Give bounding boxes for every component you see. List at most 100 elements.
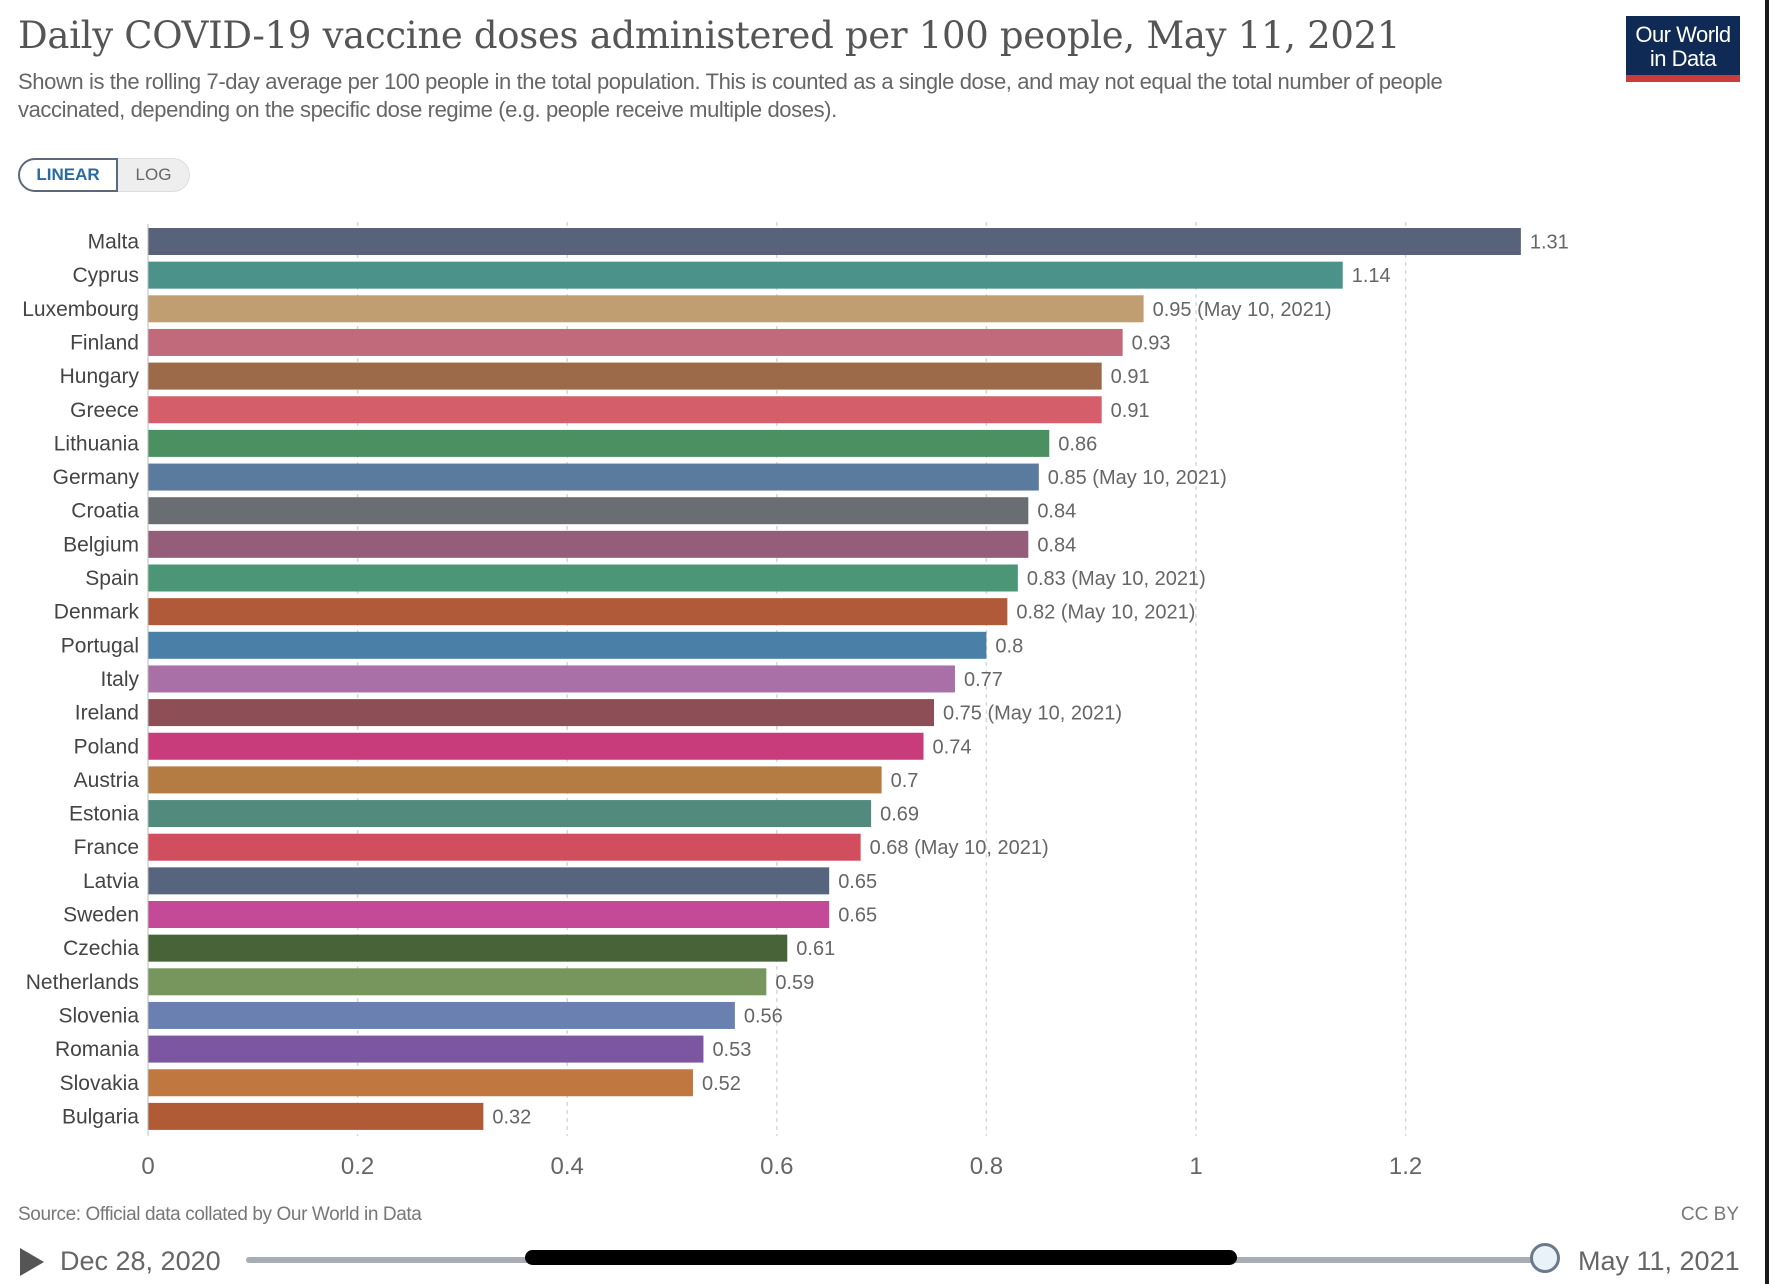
bar[interactable] — [148, 968, 767, 996]
license-link[interactable]: CC BY — [1680, 1204, 1739, 1225]
bar-category-label: Bulgaria — [62, 1105, 139, 1128]
bar-category-label: France — [74, 836, 139, 859]
bar-category-label: Malta — [88, 231, 140, 254]
timeline-handle[interactable] — [1530, 1243, 1560, 1273]
bar[interactable] — [148, 530, 1029, 558]
bar-category-label: Latvia — [83, 870, 139, 893]
bar-category-label: Luxembourg — [22, 298, 139, 321]
bar[interactable] — [148, 261, 1343, 289]
bar-category-label: Cyprus — [72, 264, 139, 287]
bar[interactable] — [148, 867, 830, 895]
bar[interactable] — [148, 328, 1123, 356]
bar-category-label: Estonia — [69, 803, 139, 826]
bar-value-label: 0.83 (May 10, 2021) — [1027, 568, 1206, 590]
bar-value-label: 1.31 — [1530, 232, 1569, 254]
bar[interactable] — [148, 463, 1039, 491]
bar-value-label: 0.75 (May 10, 2021) — [943, 703, 1122, 725]
bar-category-label: Greece — [70, 399, 139, 422]
screen-edge — [1765, 0, 1769, 1284]
bar-value-label: 0.74 — [933, 736, 972, 758]
scale-toggle: LINEAR LOG — [18, 158, 190, 192]
x-tick-label: 0 — [141, 1153, 154, 1180]
bar-category-label: Lithuania — [54, 432, 140, 455]
bar-category-label: Czechia — [63, 937, 139, 960]
chart-subtitle: Shown is the rolling 7-day average per 1… — [18, 69, 1443, 122]
source-note[interactable]: Source: Official data collated by Our Wo… — [18, 1204, 422, 1225]
bar-value-label: 0.84 — [1037, 501, 1076, 523]
bar-value-label: 0.77 — [964, 669, 1003, 691]
bar-category-label: Slovakia — [60, 1072, 140, 1095]
logo-line-1: Our World — [1635, 22, 1731, 47]
bar-value-label: 0.68 (May 10, 2021) — [870, 837, 1049, 859]
bar[interactable] — [148, 934, 788, 962]
bar-value-label: 0.8 — [995, 635, 1023, 657]
bar[interactable] — [148, 732, 924, 760]
bar[interactable] — [148, 362, 1102, 390]
bar-value-label: 0.95 (May 10, 2021) — [1153, 299, 1332, 321]
bar-value-label: 0.91 — [1111, 366, 1150, 388]
bars: Malta 1.31 Cyprus 1.14 Luxembourg 0.95 (May 1… — [22, 228, 1569, 1130]
bar[interactable] — [148, 598, 1008, 626]
bar[interactable] — [148, 1069, 693, 1097]
logo-line-2: in Data — [1649, 46, 1717, 71]
bar-value-label: 1.14 — [1352, 265, 1391, 287]
bar[interactable] — [148, 833, 861, 861]
bar-category-label: Spain — [85, 567, 139, 590]
bar-value-label: 0.86 — [1058, 433, 1097, 455]
bar-category-label: Hungary — [60, 365, 140, 388]
bar[interactable] — [148, 800, 872, 828]
bar-value-label: 0.91 — [1111, 400, 1150, 422]
bar-category-label: Denmark — [54, 601, 140, 624]
play-icon[interactable] — [20, 1248, 44, 1276]
bar-value-label: 0.65 — [838, 905, 877, 927]
bar-value-label: 0.61 — [796, 938, 835, 960]
bar-category-label: Belgium — [63, 533, 139, 556]
screen-overlay-bar — [525, 1250, 1237, 1265]
bar-value-label: 0.7 — [891, 770, 919, 792]
bar-category-label: Poland — [74, 735, 139, 758]
bar-value-label: 0.52 — [702, 1073, 741, 1095]
bar-category-label: Netherlands — [26, 971, 139, 994]
bar[interactable] — [148, 1001, 735, 1029]
bar-category-label: Slovenia — [58, 1004, 139, 1027]
bar[interactable] — [148, 699, 934, 727]
bar[interactable] — [148, 631, 987, 659]
owid-logo[interactable]: Our World in Data — [1626, 16, 1740, 82]
bar[interactable] — [148, 228, 1521, 255]
bar-category-label: Italy — [100, 668, 139, 691]
bar[interactable] — [148, 295, 1144, 323]
timeline-start-label: Dec 28, 2020 — [60, 1246, 221, 1276]
bar-category-label: Austria — [74, 769, 140, 792]
bar[interactable] — [148, 1035, 704, 1063]
bar-chart: Malta 1.31 Cyprus 1.14 Luxembourg 0.95 (May 1… — [22, 222, 1569, 1180]
x-tick-label: 0.2 — [341, 1153, 374, 1180]
bar-category-label: Germany — [53, 466, 140, 489]
bar[interactable] — [148, 901, 830, 928]
bar-value-label: 0.84 — [1037, 534, 1076, 556]
x-tick-label: 0.8 — [970, 1153, 1003, 1180]
bar-value-label: 0.65 — [838, 871, 877, 893]
bar[interactable] — [148, 564, 1018, 592]
linear-scale-button[interactable]: LINEAR — [18, 158, 118, 192]
bar-value-label: 0.93 — [1132, 332, 1171, 354]
bar-category-label: Ireland — [75, 702, 139, 725]
bar-value-label: 0.56 — [744, 1005, 783, 1027]
chart-title: Daily COVID-19 vaccine doses administere… — [18, 14, 1401, 57]
bar-value-label: 0.82 (May 10, 2021) — [1016, 602, 1195, 624]
bar[interactable] — [148, 396, 1102, 424]
bar-value-label: 0.32 — [492, 1106, 531, 1128]
bar-category-label: Portugal — [61, 634, 139, 657]
bar-category-label: Finland — [70, 331, 139, 354]
x-tick-label: 1.2 — [1389, 1153, 1422, 1180]
bar[interactable] — [148, 665, 955, 693]
bar[interactable] — [148, 1102, 484, 1130]
bar[interactable] — [148, 429, 1050, 457]
bar-category-label: Romania — [55, 1038, 139, 1061]
x-tick-label: 1 — [1189, 1153, 1202, 1180]
log-scale-button[interactable]: LOG — [118, 158, 190, 192]
bar-value-label: 0.85 (May 10, 2021) — [1048, 467, 1227, 489]
bar-value-label: 0.53 — [712, 1039, 751, 1061]
bar[interactable] — [148, 766, 882, 794]
x-axis: 0 0.2 0.4 0.6 0.8 1 1.2 — [141, 224, 1422, 1180]
bar[interactable] — [148, 497, 1029, 525]
